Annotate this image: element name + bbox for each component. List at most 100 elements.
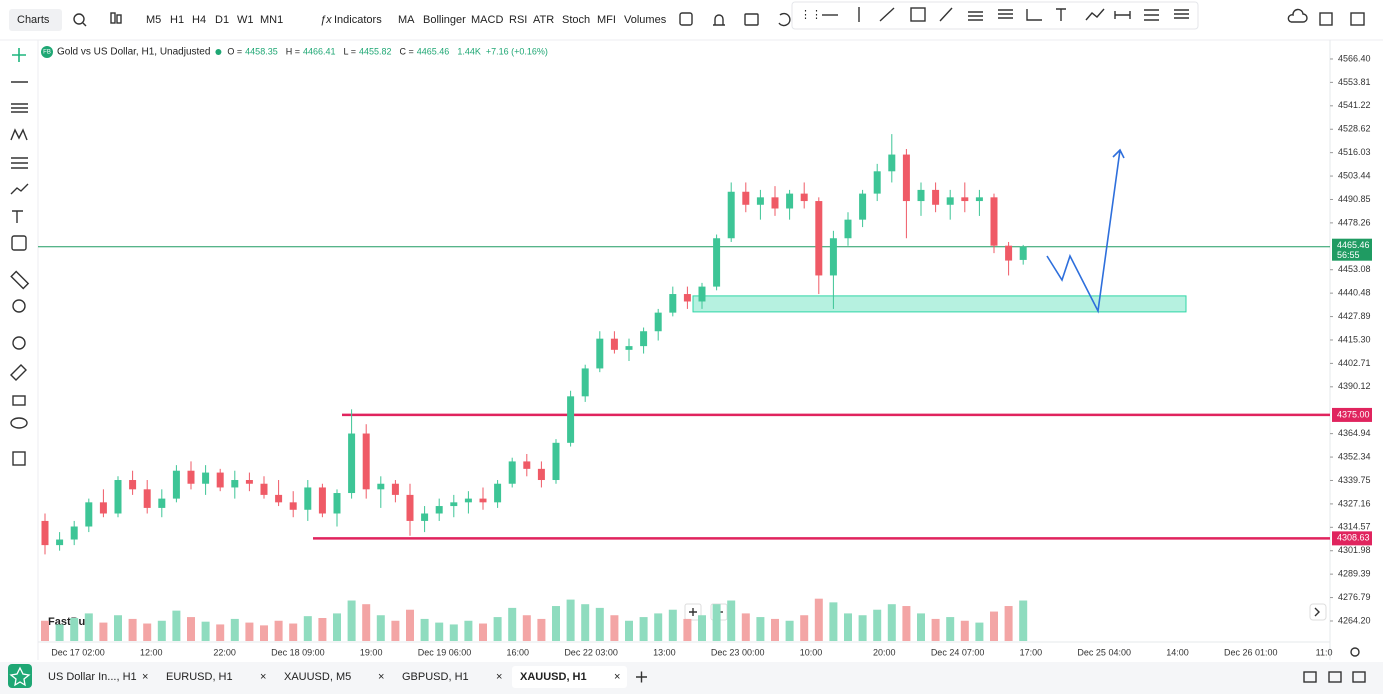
candle-body bbox=[216, 472, 224, 488]
indicator-button[interactable]: MACD bbox=[471, 14, 503, 26]
tab-close[interactable]: × bbox=[614, 671, 620, 683]
layout-button[interactable] bbox=[1303, 671, 1317, 683]
crosshair-tool[interactable] bbox=[12, 48, 26, 62]
tab-label[interactable]: XAUUSD, M5 bbox=[284, 671, 351, 683]
fib-tool[interactable] bbox=[998, 9, 1013, 19]
indicator-button[interactable]: RSI bbox=[509, 14, 527, 26]
scroll-right-button[interactable] bbox=[1309, 603, 1327, 621]
tab-close[interactable]: × bbox=[378, 671, 384, 683]
rect-tool[interactable] bbox=[910, 7, 926, 22]
layout-icon[interactable] bbox=[679, 12, 693, 26]
path-tool[interactable] bbox=[1085, 8, 1105, 21]
candle-type-icon[interactable] bbox=[116, 14, 122, 24]
timeframe-button[interactable]: D1 bbox=[215, 14, 229, 26]
indicator-button[interactable]: MA bbox=[398, 14, 415, 26]
volume-bar bbox=[873, 609, 882, 641]
indicator-button[interactable]: Bollinger bbox=[423, 14, 466, 26]
cloud-icon[interactable] bbox=[1287, 8, 1308, 23]
visibility-tool[interactable] bbox=[10, 417, 28, 429]
tab[interactable] bbox=[40, 666, 155, 688]
tab-close[interactable]: × bbox=[496, 671, 502, 683]
lock-drawings-tool[interactable] bbox=[10, 364, 27, 381]
fullscreen-button[interactable] bbox=[1352, 671, 1366, 683]
tab[interactable] bbox=[394, 666, 509, 688]
tab[interactable] bbox=[276, 666, 391, 688]
tab-close[interactable]: × bbox=[260, 671, 266, 683]
y-tick-label: 4314.57 bbox=[1338, 522, 1371, 532]
candle-body bbox=[829, 238, 837, 276]
candle-body bbox=[494, 483, 502, 503]
fib-fan-tool[interactable] bbox=[1026, 9, 1042, 21]
candle-body bbox=[596, 338, 604, 369]
home-button[interactable] bbox=[8, 664, 32, 688]
emoji-tool[interactable] bbox=[11, 235, 27, 251]
change-value: +7.16 (+0.16%) bbox=[486, 46, 548, 56]
timeframe-button[interactable]: MN1 bbox=[260, 14, 283, 26]
magnet-tool[interactable] bbox=[12, 336, 26, 350]
y-tick-label: 4390.12 bbox=[1338, 381, 1371, 391]
levels-tool[interactable] bbox=[1144, 9, 1159, 21]
volume-bar bbox=[537, 618, 546, 641]
brush-tool[interactable] bbox=[939, 7, 953, 22]
indicator-button[interactable]: Volumes bbox=[624, 14, 667, 26]
y-tick-label: 4415.30 bbox=[1338, 334, 1371, 344]
drag-handle[interactable]: ⋮⋮ bbox=[800, 9, 822, 21]
candle-type-icon[interactable] bbox=[110, 12, 116, 24]
ohlc-value: 4455.82 bbox=[359, 46, 392, 56]
channel-tool[interactable] bbox=[11, 103, 28, 113]
new-tab-button[interactable] bbox=[636, 671, 647, 683]
candle-body bbox=[362, 433, 370, 490]
pattern-tool[interactable] bbox=[10, 128, 28, 141]
volume-bar bbox=[741, 613, 750, 641]
timeframe-button[interactable]: W1 bbox=[237, 14, 254, 26]
indicator-button[interactable]: Stoch bbox=[562, 14, 590, 26]
text-tool[interactable] bbox=[12, 210, 23, 223]
volume-bar bbox=[493, 617, 502, 641]
volume-bar bbox=[625, 620, 633, 641]
indicators-button[interactable]: Indicators bbox=[334, 14, 382, 26]
volume-bar bbox=[727, 600, 736, 641]
ruler-tool[interactable] bbox=[10, 270, 30, 290]
tab-label[interactable]: EURUSD, H1 bbox=[166, 671, 233, 683]
timeframe-button[interactable]: M5 bbox=[146, 14, 161, 26]
search-icon[interactable] bbox=[73, 13, 85, 25]
edit-icon[interactable] bbox=[1319, 12, 1333, 26]
channel-tool[interactable] bbox=[968, 11, 983, 21]
zoom-tool[interactable] bbox=[12, 299, 26, 313]
candle-body bbox=[669, 294, 677, 313]
calendar-icon[interactable] bbox=[744, 13, 759, 26]
fib-tool[interactable] bbox=[11, 157, 28, 169]
candle-body bbox=[99, 502, 107, 514]
range-tool[interactable] bbox=[1114, 11, 1131, 19]
forecast-tool[interactable] bbox=[10, 183, 29, 195]
delete-tool[interactable] bbox=[12, 451, 26, 466]
tab-label[interactable]: US Dollar In..., H1 bbox=[48, 671, 137, 683]
tab[interactable] bbox=[512, 666, 627, 688]
tab[interactable] bbox=[158, 666, 273, 688]
timeframe-button[interactable]: H4 bbox=[192, 14, 206, 26]
settings-icon[interactable] bbox=[1350, 647, 1360, 657]
tab-label[interactable]: XAUUSD, H1 bbox=[520, 671, 587, 683]
window-button[interactable] bbox=[1328, 671, 1342, 683]
fx-icon[interactable]: ƒx bbox=[320, 14, 332, 26]
volume-bar bbox=[303, 616, 312, 641]
volume-bar bbox=[318, 618, 327, 641]
timeframe-button[interactable]: H1 bbox=[170, 14, 184, 26]
alert-icon[interactable] bbox=[713, 14, 725, 26]
exit-icon[interactable] bbox=[1350, 12, 1365, 26]
indicator-button[interactable]: ATR bbox=[533, 14, 554, 26]
charts-menu[interactable] bbox=[9, 9, 62, 31]
candle-body bbox=[610, 338, 618, 350]
parallel-tool[interactable] bbox=[1174, 9, 1189, 19]
candle-body bbox=[975, 197, 983, 202]
indicator-button[interactable]: MFI bbox=[597, 14, 616, 26]
tab-close[interactable]: × bbox=[142, 671, 148, 683]
y-tick-label: 4276.79 bbox=[1338, 592, 1371, 602]
unlock-tool[interactable] bbox=[12, 395, 26, 406]
tab-label[interactable]: GBPUSD, H1 bbox=[402, 671, 469, 683]
trendline-tool[interactable] bbox=[879, 7, 895, 22]
candle-body bbox=[917, 189, 925, 202]
undo-icon[interactable] bbox=[778, 12, 791, 27]
charts-menu-label[interactable]: Charts bbox=[17, 14, 50, 26]
text-tool[interactable] bbox=[1056, 8, 1066, 21]
